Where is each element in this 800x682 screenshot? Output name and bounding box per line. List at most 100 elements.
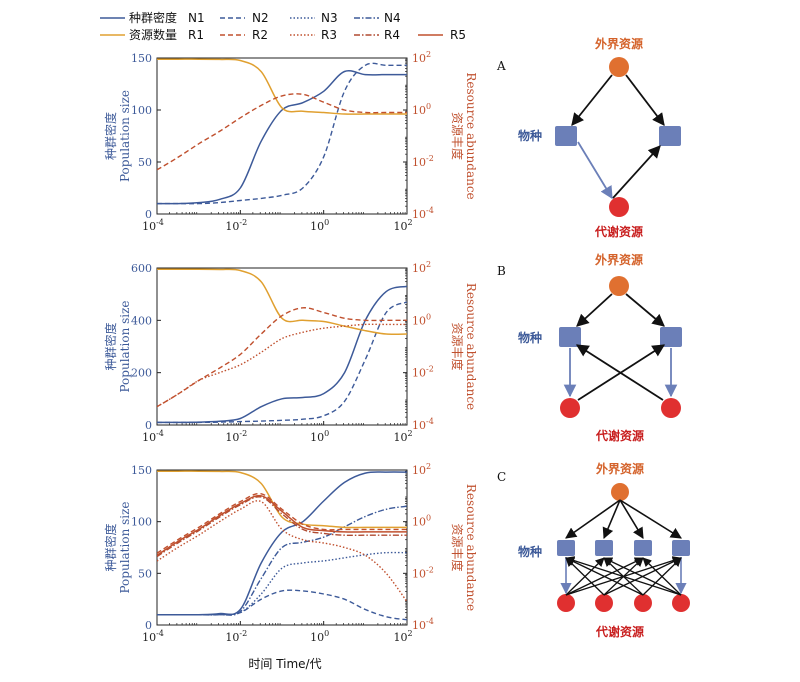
diagram-c-metabolic-node	[595, 594, 613, 612]
x-tick-exp: 2	[407, 629, 412, 638]
diagrams: A 外界资源 物种 代谢资源 B 外界资源 物种 代谢资源	[496, 36, 690, 639]
diagram-c-arrow	[565, 499, 621, 539]
y-right-tick-label: 100	[412, 312, 431, 327]
diagram-c-external-node	[611, 483, 629, 501]
x-tick-label: 10-2	[225, 629, 247, 644]
diagram-c-metabolic-label: 代谢资源	[595, 624, 644, 639]
y-left-label-cn: 种群密度	[103, 112, 118, 160]
diagram-b-metabolic-node-1	[560, 398, 580, 418]
y-right-label-en: Resource abundance	[464, 484, 478, 611]
x-tick-label: 102	[393, 429, 412, 444]
x-tick-exp: -2	[239, 218, 247, 227]
plot-frame	[156, 57, 408, 215]
panel-letter-a: A	[496, 59, 506, 73]
x-tick-label: 102	[393, 629, 412, 644]
x-tick-label: 10-2	[225, 218, 247, 233]
y-right-tick-label: 100	[412, 102, 431, 117]
y-right-tick-exp: -4	[426, 617, 434, 626]
diagram-b-external-label: 外界资源	[595, 252, 643, 267]
series-n3-line	[157, 551, 407, 616]
x-tick-exp: 0	[324, 629, 329, 638]
panel-letter-c: C	[497, 470, 506, 484]
series-n2-line	[157, 301, 407, 424]
y-right-label-en: Resource abundance	[464, 283, 478, 410]
series-n1-line	[157, 471, 407, 616]
y-right-label-cn: 资源丰度	[450, 523, 465, 571]
series-r5-line	[157, 494, 407, 556]
y-left-tick-label: 150	[131, 52, 152, 65]
y-right-tick-label: 102	[412, 50, 431, 65]
series-r4-line	[157, 496, 407, 558]
y-right-tick-exp: -2	[426, 565, 434, 574]
y-right-tick-label: 10-4	[412, 417, 434, 432]
x-tick-exp: 0	[324, 429, 329, 438]
diagram-c-metabolic-node	[672, 594, 690, 612]
legend-n3: N3	[321, 11, 338, 25]
y-right-tick-label: 10-2	[412, 154, 434, 169]
series-group	[157, 58, 407, 205]
diagram-a: A 外界资源 物种 代谢资源	[496, 36, 681, 239]
y-right-tick-label: 10-4	[412, 206, 434, 221]
y-left-tick-label: 150	[131, 464, 152, 477]
y-right-label-en: Resource abundance	[464, 72, 478, 199]
diagram-a-metabolic-node	[609, 197, 629, 217]
diagram-c-species-node	[595, 540, 613, 556]
diagram-c-species	[557, 540, 690, 556]
y-left-label-en: Population size	[118, 501, 132, 593]
diagram-c-species-node	[634, 540, 652, 556]
diagram-c-arrow	[603, 557, 682, 596]
diagram-c-metabolic	[557, 594, 690, 612]
diagram-c-arrow	[565, 556, 682, 596]
y-left-tick-label: 0	[145, 419, 152, 432]
y-right-tick-exp: -4	[426, 206, 434, 215]
diagram-a-arrow	[571, 74, 613, 126]
legend-r3: R3	[321, 28, 337, 42]
y-right-tick-label: 102	[412, 260, 431, 275]
y-left-label-en: Population size	[118, 300, 132, 392]
legend-n1: N1	[188, 11, 205, 25]
y-left-label-cn: 种群密度	[103, 322, 118, 370]
y-right-tick-exp: -4	[426, 417, 434, 426]
series-n4-line	[157, 505, 407, 616]
diagram-b-arrow	[575, 344, 664, 401]
x-tick-label: 100	[310, 429, 329, 444]
y-right-tick-exp: -2	[426, 365, 434, 374]
y-right-tick-exp: 2	[426, 462, 431, 471]
diagram-c-arrow	[619, 499, 682, 539]
y-left-tick-label: 100	[131, 104, 152, 117]
series-group	[157, 470, 407, 621]
series-r2-line	[157, 307, 407, 408]
diagram-a-arrow	[612, 145, 661, 199]
series-r3-line	[157, 500, 407, 603]
y-right-tick-exp: 0	[426, 312, 431, 321]
diagram-c-species-label: 物种	[518, 544, 542, 559]
diagram-b-species-node-1	[559, 327, 581, 347]
diagram-c-arrow	[602, 499, 621, 540]
diagram-a-metabolic-label: 代谢资源	[594, 224, 643, 239]
x-tick-exp: 0	[324, 218, 329, 227]
plot-frame	[156, 469, 408, 626]
diagram-a-species-node-1	[555, 126, 577, 146]
diagram-c-metabolic-node	[557, 594, 575, 612]
series-n2-line	[157, 62, 407, 205]
diagram-b-species-node-2	[660, 327, 682, 347]
y-left-tick-label: 600	[131, 262, 152, 275]
x-tick-label: 102	[393, 218, 412, 233]
diagram-b-species-label: 物种	[518, 330, 542, 345]
diagram-c-external-label: 外界资源	[596, 461, 644, 476]
legend-n2: N2	[252, 11, 269, 25]
diagram-c: C 外界资源 物种 代谢资源	[497, 461, 690, 639]
y-left-label-en: Population size	[118, 90, 132, 182]
diagram-c-arrows	[560, 499, 687, 596]
diagram-b-arrow	[625, 293, 665, 327]
x-tick-exp: -4	[156, 629, 164, 638]
series-n1-line	[157, 69, 407, 205]
diagram-c-metabolic-node	[634, 594, 652, 612]
diagram-a-species-label: 物种	[518, 128, 542, 143]
diagram-b-external-node	[609, 276, 629, 296]
series-r2-line	[157, 93, 407, 171]
